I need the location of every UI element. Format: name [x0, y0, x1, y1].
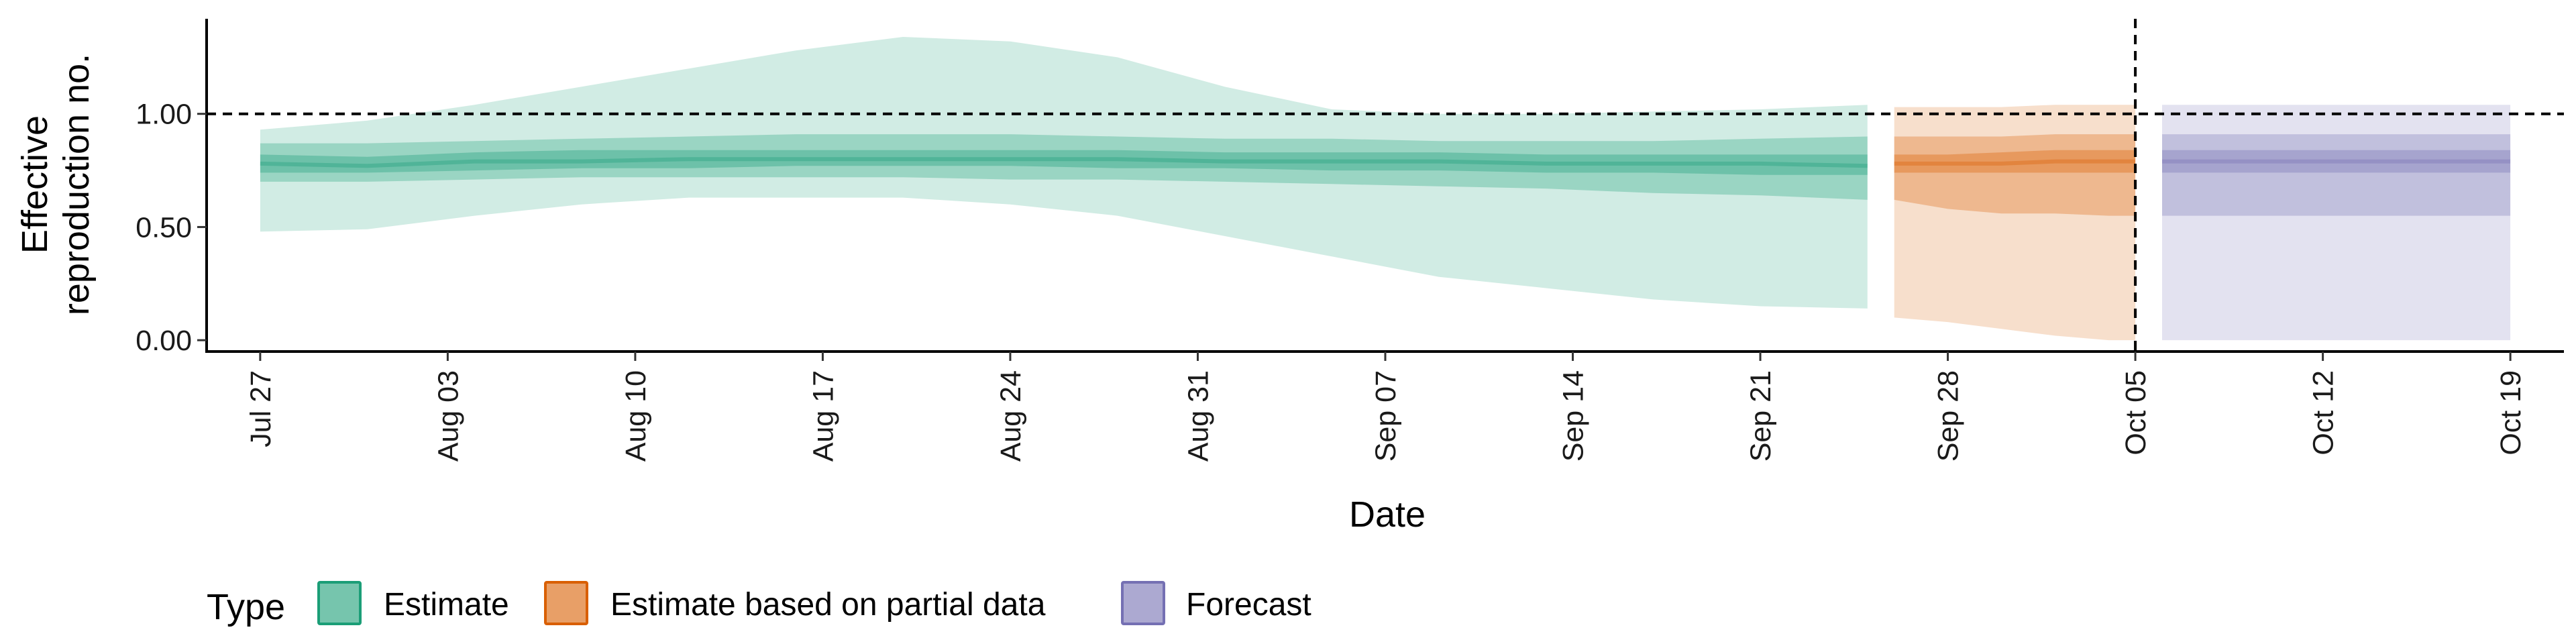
reference-lines — [207, 19, 2564, 352]
y-tick-label: 1.00 — [136, 99, 192, 131]
y-tick-label: 0.50 — [136, 211, 192, 244]
band-20-0 — [260, 150, 1868, 175]
x-tick-label: Aug 10 — [620, 370, 652, 462]
band-20-1 — [1894, 150, 2136, 173]
x-tick-label: Sep 14 — [1558, 370, 1590, 462]
median-line-1 — [1894, 159, 2136, 166]
y-axis-ticks: 0.00 0.50 1.00 — [136, 99, 207, 357]
band-20-2 — [2162, 150, 2511, 173]
legend-label-forecast: Forecast — [1186, 587, 1311, 623]
legend-swatch-partial — [544, 581, 588, 625]
x-tick-label: Sep 21 — [1745, 370, 1777, 462]
y-axis-title-line-1: Effective — [15, 115, 55, 254]
x-axis-ticks: Jul 27 Aug 03 Aug 10 Aug 17 Aug 24 Aug 31 Sep … — [245, 352, 2527, 462]
band-90-1 — [1894, 105, 2136, 341]
series-estimate-based-on-partial-data — [1894, 105, 2136, 341]
legend-swatch-estimate — [317, 581, 362, 625]
series-forecast — [2162, 105, 2511, 341]
legend-item-partial: Estimate based on partial data — [544, 581, 1046, 625]
band-50-2 — [2162, 134, 2511, 216]
x-tick-label: Aug 17 — [807, 370, 839, 462]
band-90-2 — [2162, 105, 2511, 341]
x-tick-label: Aug 03 — [432, 370, 464, 462]
band-50-0 — [260, 134, 1868, 200]
legend: Type Estimate Estimate based on partial … — [207, 581, 1311, 627]
band-50-1 — [1894, 134, 2136, 216]
y-tick-label: 0.00 — [136, 325, 192, 357]
legend-label-partial: Estimate based on partial data — [610, 587, 1046, 623]
x-tick-label: Sep 07 — [1370, 370, 1402, 462]
x-tick-label: Oct 12 — [2308, 370, 2340, 455]
legend-item-forecast: Forecast — [1121, 581, 1311, 625]
x-tick-label: Oct 05 — [2120, 370, 2152, 455]
legend-label-estimate: Estimate — [384, 587, 509, 623]
credible-interval-bands — [260, 37, 2511, 341]
x-tick-label: Oct 19 — [2495, 370, 2527, 455]
x-tick-label: Aug 31 — [1183, 370, 1215, 462]
legend-swatch-forecast — [1121, 581, 1165, 625]
y-axis-title: Effective reproduction no. — [15, 54, 97, 315]
legend-item-estimate: Estimate — [317, 581, 509, 625]
series-estimate — [260, 37, 1868, 309]
band-90-0 — [260, 37, 1868, 309]
x-axis-title: Date — [1349, 494, 1426, 535]
x-tick-label: Jul 27 — [245, 370, 277, 447]
x-tick-label: Sep 28 — [1933, 370, 1965, 462]
x-tick-label: Aug 24 — [995, 370, 1027, 462]
legend-title: Type — [207, 587, 285, 627]
median-line-0 — [260, 157, 1868, 168]
y-axis-title-line-2: reproduction no. — [56, 54, 97, 315]
